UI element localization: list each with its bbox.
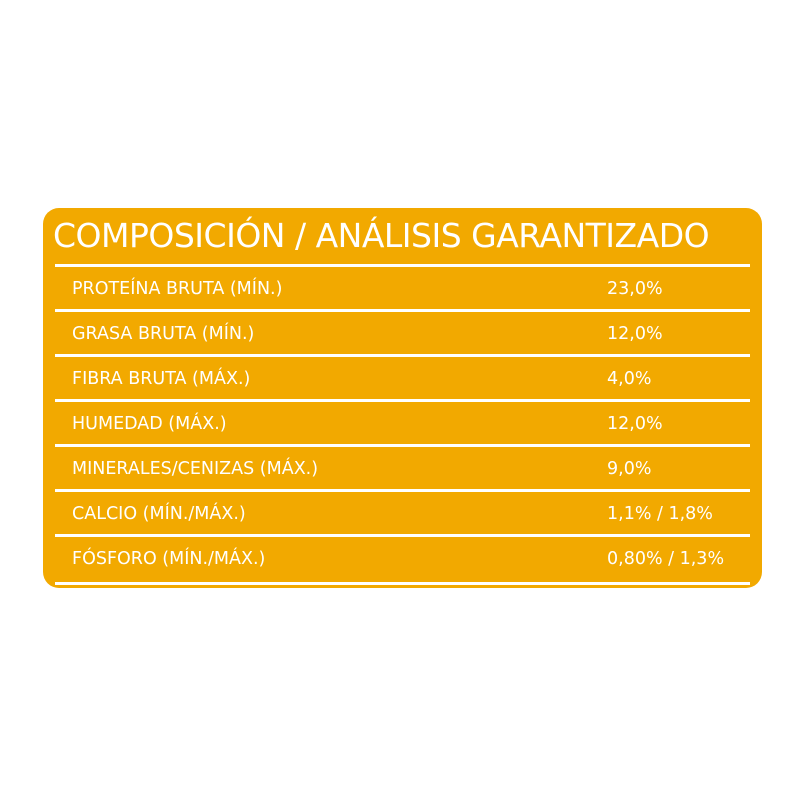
table-row: HUMEDAD (MÁX.) 12,0% (55, 399, 750, 447)
row-label: FIBRA BRUTA (MÁX.) (72, 369, 251, 389)
row-value: 23,0% (607, 279, 663, 299)
row-value: 12,0% (607, 414, 663, 434)
row-value: 4,0% (607, 369, 652, 389)
table-row: CALCIO (MÍN./MÁX.) 1,1% / 1,8% (55, 489, 750, 537)
row-value: 1,1% / 1,8% (607, 504, 713, 524)
table-row: GRASA BRUTA (MÍN.) 12,0% (55, 309, 750, 357)
row-value: 9,0% (607, 459, 652, 479)
table-row: MINERALES/CENIZAS (MÁX.) 9,0% (55, 444, 750, 492)
row-value: 12,0% (607, 324, 663, 344)
row-label: PROTEÍNA BRUTA (MÍN.) (72, 279, 283, 299)
row-label: FÓSFORO (MÍN./MÁX.) (72, 549, 266, 569)
table-row: FÓSFORO (MÍN./MÁX.) 0,80% / 1,3% (55, 534, 750, 585)
row-label: GRASA BRUTA (MÍN.) (72, 324, 255, 344)
panel-title: COMPOSICIÓN / ANÁLISIS GARANTIZADO (53, 216, 710, 255)
row-label: MINERALES/CENIZAS (MÁX.) (72, 459, 319, 479)
row-label: CALCIO (MÍN./MÁX.) (72, 504, 246, 524)
row-label: HUMEDAD (MÁX.) (72, 414, 227, 434)
table-row: FIBRA BRUTA (MÁX.) 4,0% (55, 354, 750, 402)
analysis-panel: COMPOSICIÓN / ANÁLISIS GARANTIZADO PROTE… (43, 208, 762, 588)
row-value: 0,80% / 1,3% (607, 549, 725, 569)
table-row: PROTEÍNA BRUTA (MÍN.) 23,0% (55, 264, 750, 312)
